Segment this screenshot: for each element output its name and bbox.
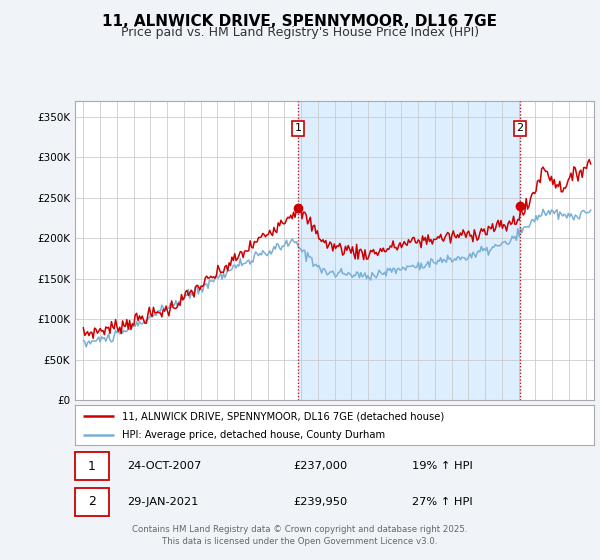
Text: 24-OCT-2007: 24-OCT-2007 — [127, 461, 201, 471]
Text: Price paid vs. HM Land Registry's House Price Index (HPI): Price paid vs. HM Land Registry's House … — [121, 26, 479, 39]
Text: £237,000: £237,000 — [293, 461, 347, 471]
Text: Contains HM Land Registry data © Crown copyright and database right 2025.
This d: Contains HM Land Registry data © Crown c… — [132, 525, 468, 546]
Bar — [298, 101, 520, 400]
Text: 11, ALNWICK DRIVE, SPENNYMOOR, DL16 7GE: 11, ALNWICK DRIVE, SPENNYMOOR, DL16 7GE — [103, 14, 497, 29]
Text: 11, ALNWICK DRIVE, SPENNYMOOR, DL16 7GE (detached house): 11, ALNWICK DRIVE, SPENNYMOOR, DL16 7GE … — [122, 411, 444, 421]
Text: £239,950: £239,950 — [293, 497, 347, 507]
Text: 1: 1 — [295, 123, 301, 133]
Text: 2: 2 — [517, 123, 524, 133]
Text: 2: 2 — [88, 495, 96, 508]
Text: 27% ↑ HPI: 27% ↑ HPI — [412, 497, 473, 507]
FancyBboxPatch shape — [75, 452, 109, 480]
Text: 1: 1 — [88, 460, 96, 473]
FancyBboxPatch shape — [75, 488, 109, 516]
Text: 19% ↑ HPI: 19% ↑ HPI — [412, 461, 473, 471]
Text: 29-JAN-2021: 29-JAN-2021 — [127, 497, 198, 507]
Text: HPI: Average price, detached house, County Durham: HPI: Average price, detached house, Coun… — [122, 430, 385, 440]
